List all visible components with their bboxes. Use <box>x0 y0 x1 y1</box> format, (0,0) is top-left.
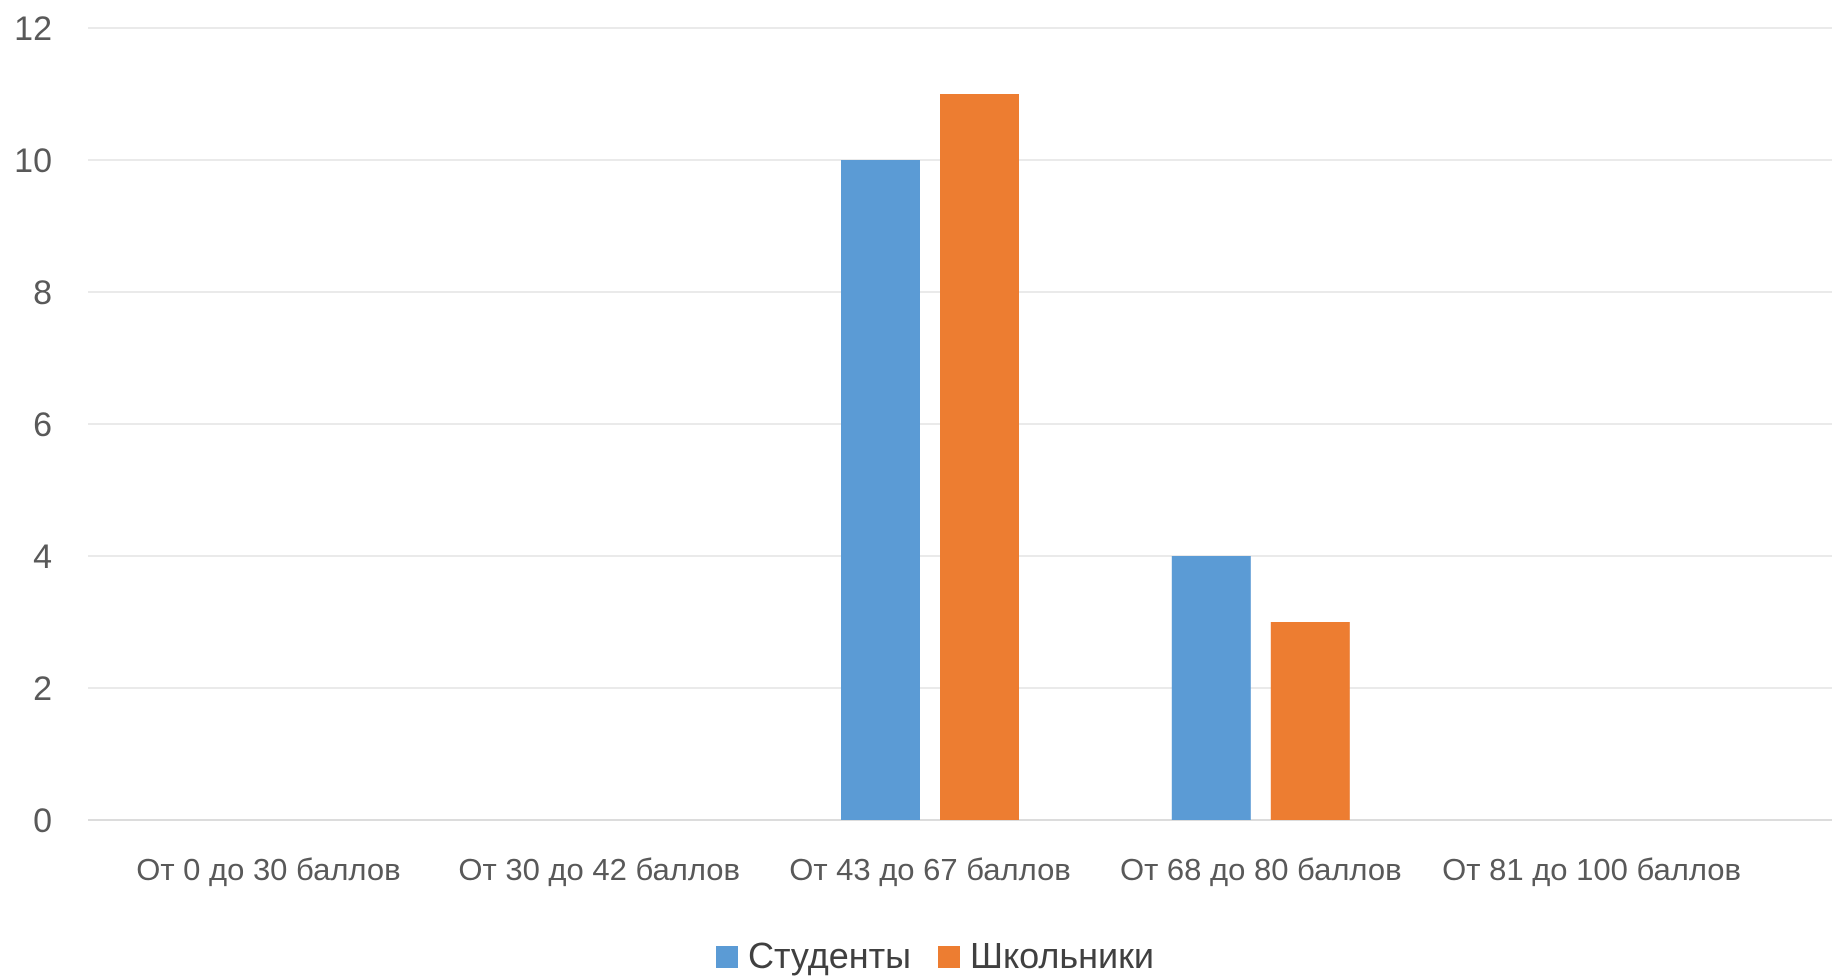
y-tick-label: 10 <box>14 142 52 180</box>
bar-schoolchildren <box>940 94 1019 820</box>
x-category-label: От 43 до 67 баллов <box>789 852 1071 887</box>
y-tick-label: 2 <box>33 670 52 708</box>
x-category-label: От 68 до 80 баллов <box>1120 852 1402 887</box>
bar-students <box>841 160 920 820</box>
y-axis-tick-labels: 0 2 4 6 8 10 12 <box>14 10 52 840</box>
legend-label: Студенты <box>748 935 911 976</box>
bars <box>841 94 1350 820</box>
legend-label: Школьники <box>970 935 1154 976</box>
x-category-label: От 81 до 100 баллов <box>1442 852 1741 887</box>
x-category-label: От 0 до 30 баллов <box>136 852 400 887</box>
x-axis-category-labels: От 0 до 30 баллов От 30 до 42 баллов От 43… <box>136 852 1741 887</box>
y-tick-label: 12 <box>14 10 52 48</box>
bar-students <box>1171 556 1251 820</box>
legend-swatch <box>716 946 738 968</box>
legend: Студенты Школьники <box>716 935 1154 976</box>
y-tick-label: 6 <box>33 406 52 444</box>
y-tick-label: 4 <box>33 538 52 576</box>
bar-schoolchildren <box>1270 622 1350 820</box>
x-category-label: От 30 до 42 баллов <box>458 852 740 887</box>
y-tick-label: 0 <box>33 802 52 840</box>
y-tick-label: 8 <box>33 274 52 312</box>
legend-swatch <box>938 946 960 968</box>
